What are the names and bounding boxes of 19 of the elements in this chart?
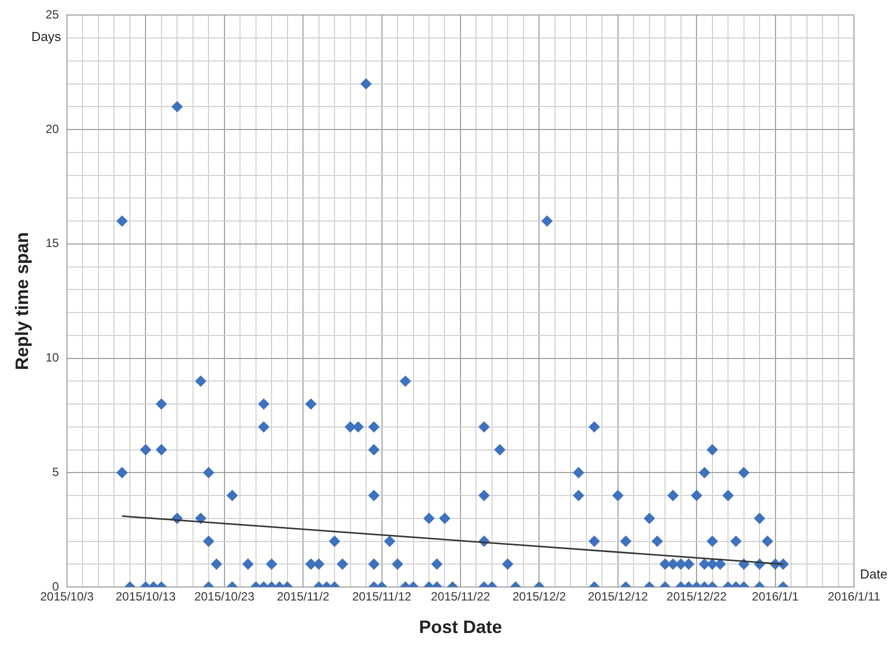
text: Date: [860, 566, 888, 582]
x-tick-label: 2015/12/22: [666, 590, 727, 604]
x-tick-label: 2015/10/13: [116, 590, 176, 604]
x-tick-label: 2015/12/12: [588, 590, 648, 604]
y-tick-label: 25: [46, 8, 60, 22]
y-tick-label: 20: [46, 122, 60, 136]
x-tick-label: 2015/10/23: [194, 590, 255, 604]
y-tick-label: 10: [46, 350, 60, 365]
x-tick-label: 2015/11/22: [430, 590, 490, 604]
y-tick-label: 5: [52, 464, 60, 479]
x-tick-label: 2016/1/1: [752, 590, 799, 604]
x-tick-label: 2015/11/12: [352, 590, 412, 604]
x-tick-label: 2015/12/2: [512, 590, 566, 604]
y-tick-label: 15: [46, 236, 60, 250]
text: Days: [31, 28, 62, 44]
x-tick-label: 2016/1/11: [828, 590, 881, 604]
y-axis-title: Reply time span: [12, 232, 32, 370]
x-tick-label: 2015/11/2: [276, 590, 330, 604]
x-axis-title: Post Date: [418, 617, 502, 638]
